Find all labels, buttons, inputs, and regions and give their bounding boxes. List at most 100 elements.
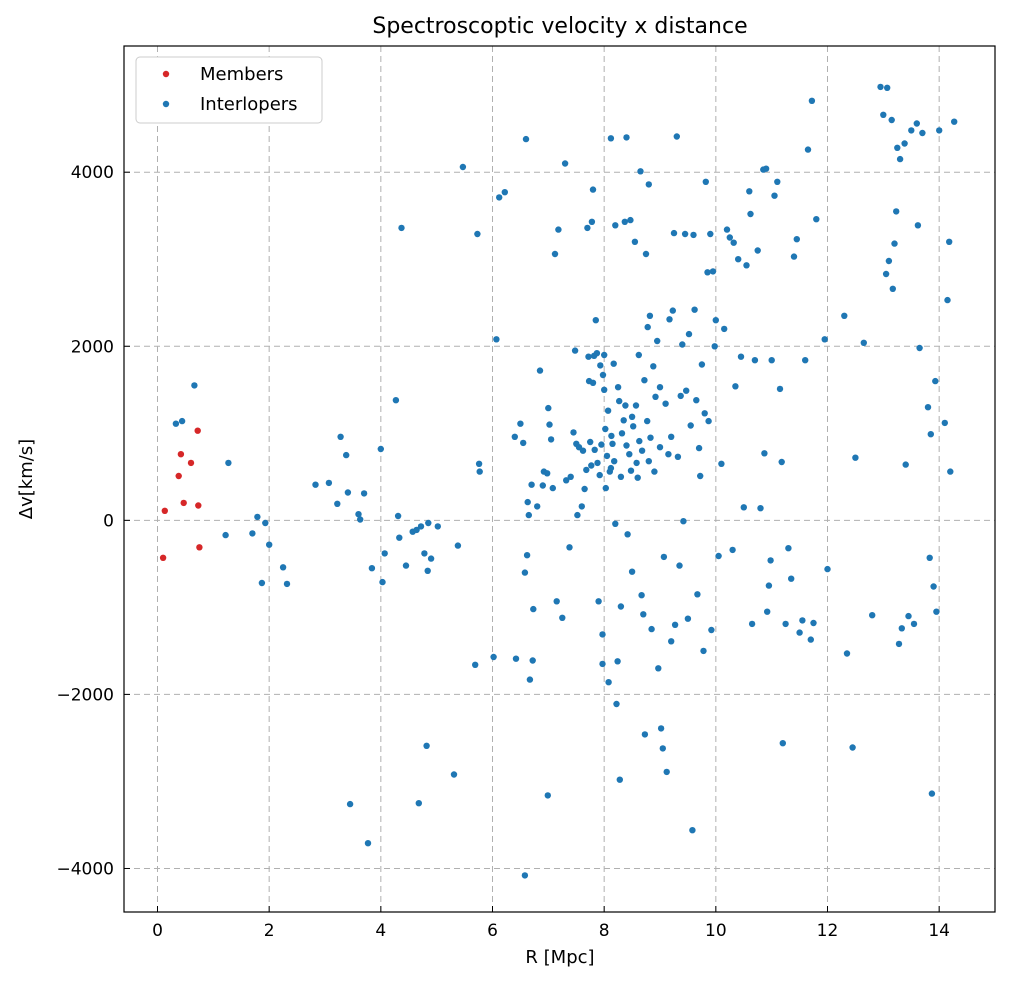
point-interlopers bbox=[908, 127, 915, 134]
point-interlopers bbox=[610, 360, 617, 367]
point-interlopers bbox=[693, 397, 700, 404]
point-interlopers bbox=[337, 433, 344, 440]
point-interlopers bbox=[660, 553, 668, 561]
point-interlopers bbox=[666, 316, 673, 323]
point-interlopers bbox=[679, 341, 686, 348]
point-interlopers bbox=[553, 598, 560, 605]
data-points bbox=[159, 83, 958, 879]
point-interlopers bbox=[579, 447, 587, 454]
point-interlopers bbox=[628, 413, 636, 420]
point-interlopers bbox=[512, 655, 520, 662]
point-interlopers bbox=[687, 422, 694, 429]
point-interlopers bbox=[626, 451, 633, 458]
point-interlopers bbox=[654, 337, 661, 345]
point-interlopers bbox=[368, 565, 376, 572]
point-interlopers bbox=[398, 224, 405, 232]
point-interlopers bbox=[790, 253, 798, 260]
point-interlopers bbox=[616, 397, 623, 405]
point-interlopers bbox=[768, 357, 775, 364]
point-interlopers bbox=[705, 417, 712, 425]
point-interlopers bbox=[762, 165, 770, 172]
point-interlopers bbox=[894, 144, 901, 151]
point-interlopers bbox=[413, 526, 420, 534]
x-axis-label: R [Mpc] bbox=[525, 947, 594, 968]
point-interlopers bbox=[344, 489, 352, 496]
point-interlopers bbox=[951, 118, 958, 125]
point-interlopers bbox=[896, 155, 904, 163]
point-interlopers bbox=[924, 404, 932, 411]
point-interlopers bbox=[674, 453, 682, 460]
point-interlopers bbox=[782, 620, 789, 628]
point-interlopers bbox=[652, 393, 659, 400]
point-interlopers bbox=[754, 247, 761, 254]
point-interlopers bbox=[788, 575, 795, 582]
point-interlopers bbox=[631, 238, 639, 245]
point-interlopers bbox=[544, 792, 551, 799]
point-interlopers bbox=[898, 625, 905, 632]
point-interlopers bbox=[623, 134, 630, 141]
point-interlopers bbox=[757, 505, 764, 512]
point-interlopers bbox=[346, 800, 354, 808]
point-interlopers bbox=[638, 592, 645, 599]
point-interlopers bbox=[673, 133, 680, 140]
point-interlopers bbox=[525, 511, 532, 519]
legend-marker-interlopers bbox=[162, 100, 170, 108]
point-interlopers bbox=[325, 479, 333, 487]
point-interlopers bbox=[598, 441, 605, 448]
point-interlopers bbox=[392, 397, 400, 404]
point-interlopers bbox=[614, 384, 622, 391]
point-interlopers bbox=[620, 417, 627, 424]
point-interlopers bbox=[607, 464, 615, 472]
point-interlopers bbox=[877, 83, 884, 91]
legend-marker-members bbox=[162, 70, 170, 78]
point-interlopers bbox=[475, 460, 483, 467]
x-tick-label: 6 bbox=[487, 921, 498, 941]
point-interlopers bbox=[632, 402, 640, 409]
point-interlopers bbox=[732, 383, 739, 390]
point-interlopers bbox=[641, 731, 649, 738]
point-interlopers bbox=[767, 557, 774, 564]
point-interlopers bbox=[623, 442, 630, 449]
point-interlopers bbox=[910, 620, 918, 628]
point-interlopers bbox=[427, 555, 435, 562]
point-interlopers bbox=[651, 468, 658, 475]
point-interlopers bbox=[423, 742, 430, 749]
point-interlopers bbox=[593, 350, 601, 357]
point-interlopers bbox=[627, 216, 634, 224]
point-interlopers bbox=[581, 485, 588, 493]
point-interlopers bbox=[852, 454, 859, 461]
point-interlopers bbox=[645, 458, 652, 465]
point-interlopers bbox=[415, 800, 422, 807]
point-interlopers bbox=[928, 790, 936, 797]
point-interlopers bbox=[888, 116, 895, 124]
point-interlopers bbox=[926, 554, 933, 561]
point-interlopers bbox=[434, 523, 441, 530]
point-interlopers bbox=[493, 336, 500, 343]
point-interlopers bbox=[930, 583, 937, 590]
point-interlopers bbox=[627, 467, 635, 474]
point-interlopers bbox=[691, 306, 698, 313]
point-interlopers bbox=[555, 226, 562, 233]
point-interlopers bbox=[622, 402, 629, 409]
point-interlopers bbox=[450, 771, 458, 778]
point-interlopers bbox=[587, 438, 594, 446]
point-interlopers bbox=[394, 512, 402, 520]
point-interlopers bbox=[737, 353, 745, 360]
point-interlopers bbox=[670, 229, 678, 237]
point-interlopers bbox=[761, 450, 768, 457]
point-interlopers bbox=[932, 377, 939, 385]
point-interlopers bbox=[669, 307, 676, 314]
point-interlopers bbox=[511, 433, 518, 440]
point-interlopers bbox=[702, 178, 709, 185]
point-interlopers bbox=[591, 446, 598, 453]
point-interlopers bbox=[578, 503, 585, 510]
point-interlopers bbox=[882, 270, 890, 278]
point-interlopers bbox=[647, 434, 654, 441]
point-interlopers bbox=[638, 447, 646, 454]
point-interlopers bbox=[377, 445, 384, 453]
point-interlopers bbox=[597, 362, 604, 369]
point-interlopers bbox=[360, 490, 368, 497]
legend-label-members: Members bbox=[200, 64, 283, 85]
point-interlopers bbox=[889, 285, 896, 292]
point-interlopers bbox=[860, 339, 867, 346]
